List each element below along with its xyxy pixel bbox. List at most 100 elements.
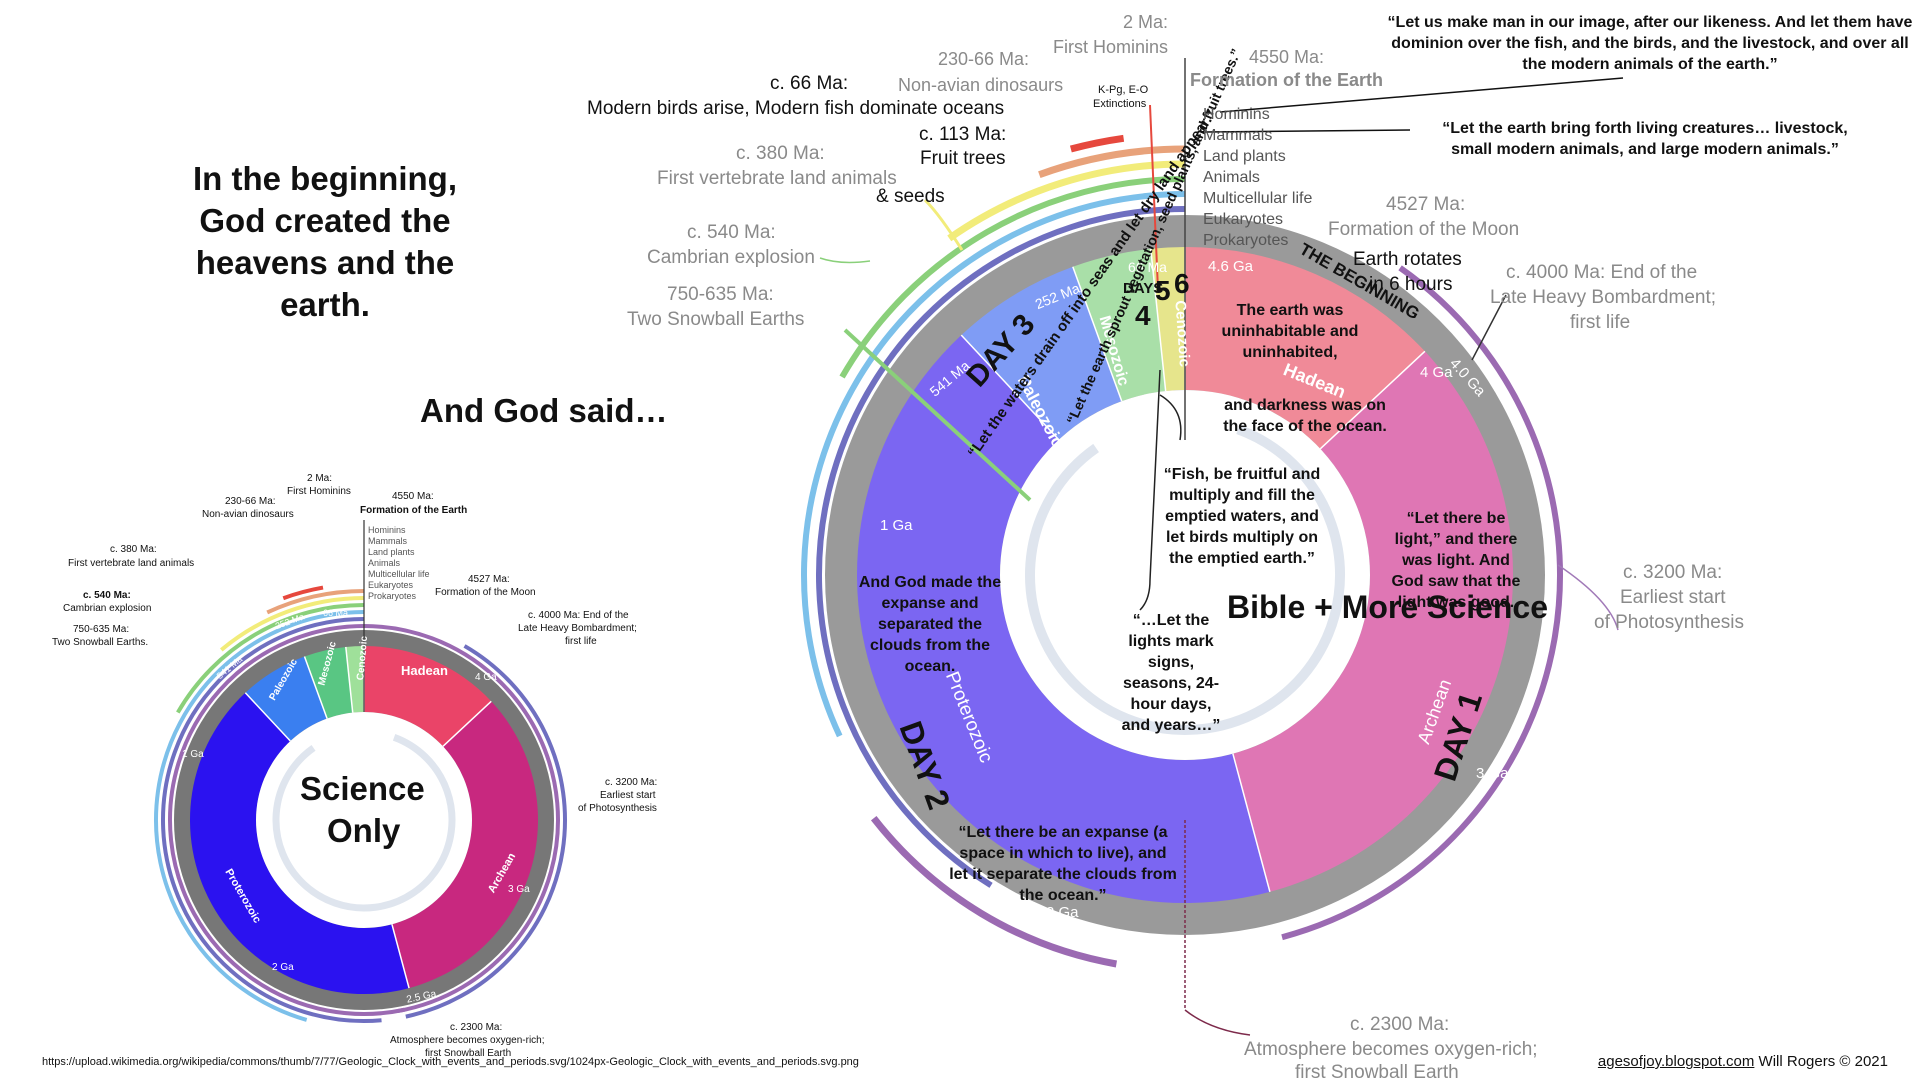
svg-text:2 Ma:: 2 Ma: bbox=[1123, 12, 1168, 32]
bible-science-clock: 4.6 Ga 4 Ga 3 Ga 2 Ga 1 Ga 2.5 Ga 4.0 Ga… bbox=[587, 12, 1744, 1080]
small-inner-hole bbox=[256, 712, 472, 928]
small-clockwise-arrow bbox=[272, 734, 456, 912]
event-labels: 2 Ma: First Hominins 4550 Ma: Formation … bbox=[587, 12, 1744, 1080]
day-6-label: 6 bbox=[1174, 268, 1190, 299]
small-legend-multicellular-life: Multicellular life bbox=[368, 569, 430, 579]
svg-text:1 Ga: 1 Ga bbox=[182, 749, 204, 760]
small-event-labels: 2 Ma: First Hominins 4550 Ma: Formation … bbox=[52, 473, 657, 1059]
svg-text:c. 2300 Ma:: c. 2300 Ma: bbox=[1350, 1014, 1449, 1035]
big-legend-prokaryotes: Prokaryotes bbox=[1203, 232, 1288, 249]
svg-text:of Photosynthesis: of Photosynthesis bbox=[578, 803, 657, 814]
center-small-label-1: Science bbox=[300, 770, 425, 807]
svg-text:Formation of the Moon: Formation of the Moon bbox=[435, 587, 536, 598]
eon-divider bbox=[960, 334, 1060, 441]
svg-text:c. 380 Ma:: c. 380 Ma: bbox=[110, 544, 157, 555]
svg-text:c. 3200 Ma:: c. 3200 Ma: bbox=[605, 777, 657, 788]
svg-text:4.0 Ga: 4.0 Ga bbox=[514, 662, 539, 689]
svg-text:Atmosphere becomes oxygen-rich: Atmosphere becomes oxygen-rich; bbox=[390, 1035, 545, 1046]
arc-eukaryotes bbox=[816, 206, 1186, 888]
eon-cenozoic: Cenozoic bbox=[1171, 300, 1193, 368]
arc-dinosaurs bbox=[1069, 134, 1125, 153]
small-sector-cenozoic bbox=[345, 646, 364, 713]
eon-divider bbox=[1149, 248, 1167, 392]
eon-divider bbox=[244, 692, 291, 742]
big-legend-multicellular-life: Multicellular life bbox=[1203, 190, 1312, 207]
svg-text:2 Ga: 2 Ga bbox=[272, 962, 294, 973]
big-legend-eukaryotes: Eukaryotes bbox=[1203, 211, 1283, 228]
small-life-arc-4 bbox=[220, 596, 365, 652]
svg-text:First vertebrate land animals: First vertebrate land animals bbox=[68, 558, 194, 569]
tick-1-ga: 1 Ga bbox=[880, 517, 913, 534]
svg-text:Earliest start: Earliest start bbox=[1620, 587, 1726, 608]
svg-text:Cambrian explosion: Cambrian explosion bbox=[63, 603, 151, 614]
svg-text:66 Ma: 66 Ma bbox=[323, 608, 348, 618]
svg-text:2 Ma:: 2 Ma: bbox=[307, 473, 332, 484]
footer-source-url[interactable]: https://upload.wikimedia.org/wikipedia/c… bbox=[42, 1056, 859, 1068]
svg-text:c. 4000 Ma: End of the: c. 4000 Ma: End of the bbox=[1506, 262, 1697, 283]
eon-divider bbox=[1319, 350, 1426, 450]
sector-cenozoic bbox=[1150, 247, 1185, 392]
svg-text:Non-avian dinosaurs: Non-avian dinosaurs bbox=[898, 75, 1063, 95]
quote-lights: “…Let the lights mark signs, seasons, 24… bbox=[1121, 612, 1221, 734]
svg-text:Fruit trees: Fruit trees bbox=[920, 148, 1006, 169]
eon-divider bbox=[303, 656, 328, 719]
svg-text:first life: first life bbox=[1570, 312, 1630, 333]
eon-divider bbox=[345, 646, 354, 713]
blog-link[interactable]: agesofjoy.blogspot.com bbox=[1597, 1053, 1755, 1070]
svg-text:& seeds: & seeds bbox=[876, 186, 945, 207]
quote-uninhabitable: The earth was uninhabitable and uninhabi… bbox=[1221, 302, 1359, 361]
small-eon-cenozoic: Cenozoic bbox=[355, 635, 370, 681]
small-sector-proterozoic bbox=[190, 692, 410, 995]
big-legend-mammals: Mammals bbox=[1203, 127, 1272, 144]
small-legend-land-plants: Land plants bbox=[368, 547, 415, 557]
svg-text:c. 380 Ma:: c. 380 Ma: bbox=[736, 143, 825, 164]
tick-2-5-ga: 2.5 Ga bbox=[1276, 956, 1325, 986]
day-5-label: 5 bbox=[1155, 275, 1171, 306]
svg-text:Atmosphere becomes oxygen-rich: Atmosphere becomes oxygen-rich; bbox=[1244, 1039, 1538, 1060]
small-life-arcs bbox=[154, 585, 567, 1023]
arc-photosynthesis bbox=[1281, 265, 1563, 941]
big-legend-land-plants: Land plants bbox=[1203, 148, 1286, 165]
day-4-label: 4 bbox=[1135, 300, 1151, 331]
svg-text:c. 66 Ma:: c. 66 Ma: bbox=[770, 73, 848, 94]
headline: In the beginning, God created the heaven… bbox=[193, 160, 457, 323]
arc-snowball bbox=[870, 816, 1118, 968]
life-legend: Hominins Mammals Land plants Animals Multice… bbox=[1203, 106, 1312, 249]
tick-2-ga: 2 Ga bbox=[1046, 904, 1079, 921]
svg-text:4527 Ma:: 4527 Ma: bbox=[1386, 194, 1465, 215]
quote-fish: “Fish, be fruitful and multiply and fill… bbox=[1163, 466, 1321, 567]
center-small-label-2: Only bbox=[327, 812, 401, 849]
small-life-arc-6 bbox=[282, 585, 324, 601]
sector-paleozoic bbox=[961, 266, 1122, 440]
small-eon-hadean: Hadean bbox=[401, 663, 448, 678]
arc-animals bbox=[839, 176, 1186, 379]
arc-land-plants bbox=[947, 160, 1186, 242]
svg-text:4527 Ma:: 4527 Ma: bbox=[468, 574, 510, 585]
small-sector-hadean bbox=[364, 646, 492, 747]
small-legend-hominins: Hominins bbox=[368, 525, 406, 535]
svg-text:c. 540 Ma:: c. 540 Ma: bbox=[687, 222, 776, 243]
svg-text:of Photosynthesis: of Photosynthesis bbox=[1594, 612, 1744, 633]
svg-text:Extinctions: Extinctions bbox=[1093, 98, 1147, 110]
svg-text:Formation of the Moon: Formation of the Moon bbox=[1328, 219, 1519, 240]
svg-text:c. 2300 Ma:: c. 2300 Ma: bbox=[450, 1022, 502, 1033]
small-sector-mesozoic bbox=[304, 646, 353, 719]
footer-credit: agesofjoy.blogspot.com Will Rogers © 202… bbox=[1598, 1053, 1888, 1070]
svg-text:c. 4000 Ma: End of the: c. 4000 Ma: End of the bbox=[528, 610, 629, 621]
small-life-arc-1 bbox=[161, 617, 382, 1023]
svg-text:first Snowball Earth: first Snowball Earth bbox=[1295, 1062, 1459, 1080]
svg-text:First Hominins: First Hominins bbox=[287, 486, 351, 497]
quote-expanse-let: “Let there be an expanse (a space in whi… bbox=[949, 824, 1177, 904]
quote-expanse-made: And God made the expanse and separated t… bbox=[858, 574, 1002, 675]
and-god-said: And God said… bbox=[420, 392, 668, 429]
quote-light: “Let there be light,” and there was ligh… bbox=[1391, 510, 1521, 611]
svg-text:Late Heavy Bombardment;: Late Heavy Bombardment; bbox=[1490, 287, 1716, 308]
inner-hole bbox=[1000, 390, 1370, 760]
eon-divider bbox=[391, 924, 410, 989]
small-life-arc-5 bbox=[266, 589, 365, 615]
svg-text:c. 3200 Ma:: c. 3200 Ma: bbox=[1623, 562, 1722, 583]
svg-text:Earth rotates: Earth rotates bbox=[1353, 249, 1462, 270]
tick-4-6-ga: 4.6 Ga bbox=[1208, 258, 1254, 275]
small-eon-sectors bbox=[190, 646, 538, 995]
svg-text:Two Snowball Earths: Two Snowball Earths bbox=[627, 309, 804, 330]
